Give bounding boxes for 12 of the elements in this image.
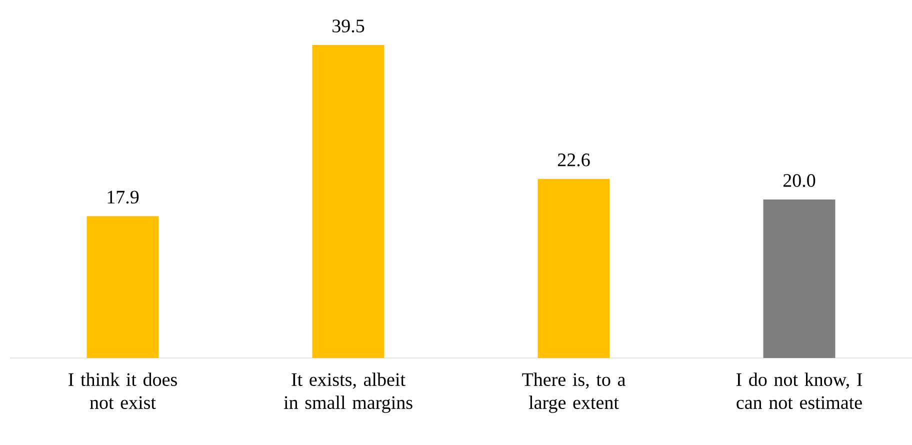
bar: [763, 200, 836, 358]
x-tick-label: It exists, albeit in small margins: [284, 372, 412, 413]
data-label: 17.9: [108, 190, 139, 204]
data-label: 20.0: [783, 174, 816, 187]
x-tick-label: I think it does not exist: [68, 372, 177, 410]
x-tick-label: I do not know, I can not estimate: [736, 372, 862, 410]
bar: [538, 178, 610, 358]
data-label: 39.5: [332, 20, 364, 32]
bar: [86, 216, 159, 358]
data-label: 22.6: [558, 154, 590, 166]
x-tick-label: There is, to a large extent: [522, 372, 626, 413]
bar: [312, 44, 384, 358]
